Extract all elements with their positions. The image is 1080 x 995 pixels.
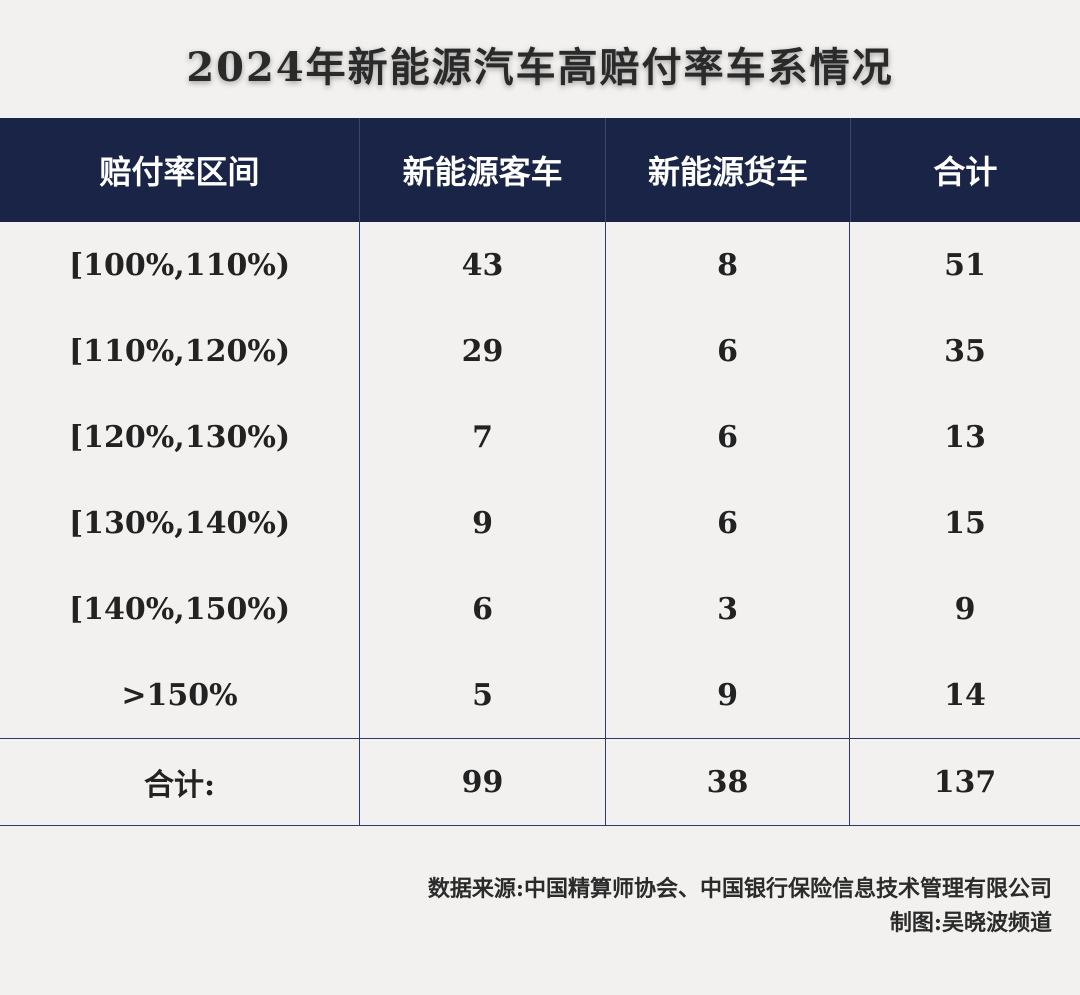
header-total: 合计 (933, 153, 998, 191)
cell-truck: 6 (606, 480, 850, 566)
cell-truck: 8 (606, 222, 850, 308)
cell-truck: 3 (606, 566, 850, 652)
table-row: [100%,110%) 43 8 51 (0, 222, 1080, 308)
table-body: [100%,110%) 43 8 51 [110%,120%) 29 6 35 … (0, 222, 1080, 738)
table-header: 赔付率区间 新能源客车 新能源货车 合计 (0, 118, 1080, 222)
cell-passenger: 29 (360, 308, 606, 394)
table-row: [120%,130%) 7 6 13 (0, 394, 1080, 480)
cell-total: 15 (944, 505, 986, 541)
cell-passenger: 43 (360, 222, 606, 308)
cell-truck: 6 (606, 308, 850, 394)
cell-passenger: 5 (360, 652, 606, 738)
cell-range: [100%,110%) (0, 222, 360, 308)
cell-truck: 6 (606, 394, 850, 480)
credit-note: 制图:吴晓波频道 (889, 910, 1052, 936)
table-row: [110%,120%) 29 6 35 (0, 308, 1080, 394)
cell-passenger: 7 (360, 394, 606, 480)
total-passenger: 99 (360, 739, 606, 825)
page-title: 2024年新能源汽车高赔付率车系情况 (186, 44, 894, 91)
table-row: [140%,150%) 6 3 9 (0, 566, 1080, 652)
table-row: [130%,140%) 9 6 15 (0, 480, 1080, 566)
footer: 数据来源:中国精算师协会、中国银行保险信息技术管理有限公司 制图:吴晓波频道 (428, 872, 1052, 940)
table-row: >150% 5 9 14 (0, 652, 1080, 738)
cell-passenger: 9 (360, 480, 606, 566)
cell-total: 13 (944, 419, 986, 455)
cell-range: [120%,130%) (0, 394, 360, 480)
total-truck: 38 (606, 739, 850, 825)
source-note: 数据来源:中国精算师协会、中国银行保险信息技术管理有限公司 (427, 876, 1052, 902)
cell-total: 51 (944, 247, 986, 283)
header-range: 赔付率区间 (0, 118, 360, 222)
cell-total: 9 (954, 591, 976, 627)
data-table: 赔付率区间 新能源客车 新能源货车 合计 [100%,110%) 43 8 51… (0, 118, 1080, 826)
cell-range: [110%,120%) (0, 308, 360, 394)
cell-range: >150% (0, 652, 360, 738)
total-label: 合计: (0, 739, 360, 825)
total-row: 合计: 99 38 137 (0, 738, 1080, 826)
header-truck: 新能源货车 (606, 118, 851, 222)
cell-range: [130%,140%) (0, 480, 360, 566)
cell-total: 14 (944, 677, 986, 713)
total-sum: 137 (933, 764, 997, 800)
cell-total: 35 (944, 333, 986, 369)
header-passenger: 新能源客车 (360, 118, 607, 222)
cell-range: [140%,150%) (0, 566, 360, 652)
cell-passenger: 6 (360, 566, 606, 652)
cell-truck: 9 (606, 652, 850, 738)
